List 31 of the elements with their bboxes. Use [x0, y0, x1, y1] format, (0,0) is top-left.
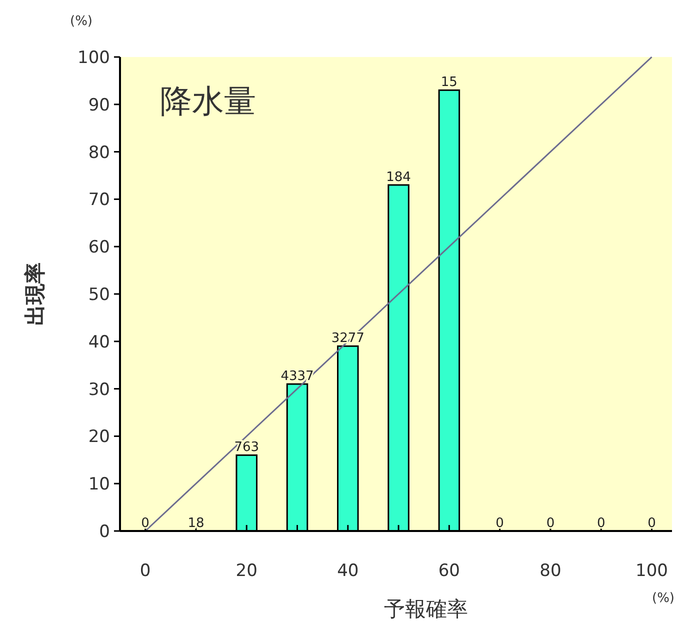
x-tick-label: 80	[540, 561, 562, 581]
y-tick-label: 70	[88, 190, 110, 210]
y-tick-label: 100	[78, 48, 110, 68]
annotation: 184	[386, 170, 411, 185]
y-tick-label: 60	[88, 238, 110, 258]
y-tick-label: 10	[88, 474, 110, 495]
x-tick-label: 0	[140, 561, 151, 581]
annotation: 763	[234, 440, 260, 456]
x-tick-label: 60	[438, 561, 460, 581]
x-tick-label: 40	[337, 561, 359, 581]
annotation: 18	[188, 516, 204, 531]
annotation: 15	[440, 75, 458, 90]
y-tick-label: 0	[99, 522, 110, 542]
annotation: 0	[648, 516, 656, 531]
y-tick-label: 90	[88, 95, 110, 116]
y-axis-title: 出現率	[23, 262, 47, 326]
y-tick-label: 40	[88, 332, 110, 352]
annotation: 0	[496, 516, 504, 531]
annotation: 0	[546, 516, 555, 531]
y-tick-label: 20	[88, 427, 110, 448]
y-tick-label: 30	[88, 380, 110, 400]
text: (%)	[652, 591, 674, 606]
y-tick-label: 50	[88, 285, 110, 305]
annotation: 0	[596, 516, 606, 531]
text: (%)	[70, 14, 92, 29]
annotation: 0	[141, 516, 150, 531]
text: 降水量	[160, 82, 256, 120]
x-tick-label: 100	[636, 561, 668, 581]
y-tick-label: 80	[88, 142, 110, 163]
x-tick-label: 20	[236, 561, 258, 581]
x-axis-title: 予報確率	[384, 597, 468, 621]
